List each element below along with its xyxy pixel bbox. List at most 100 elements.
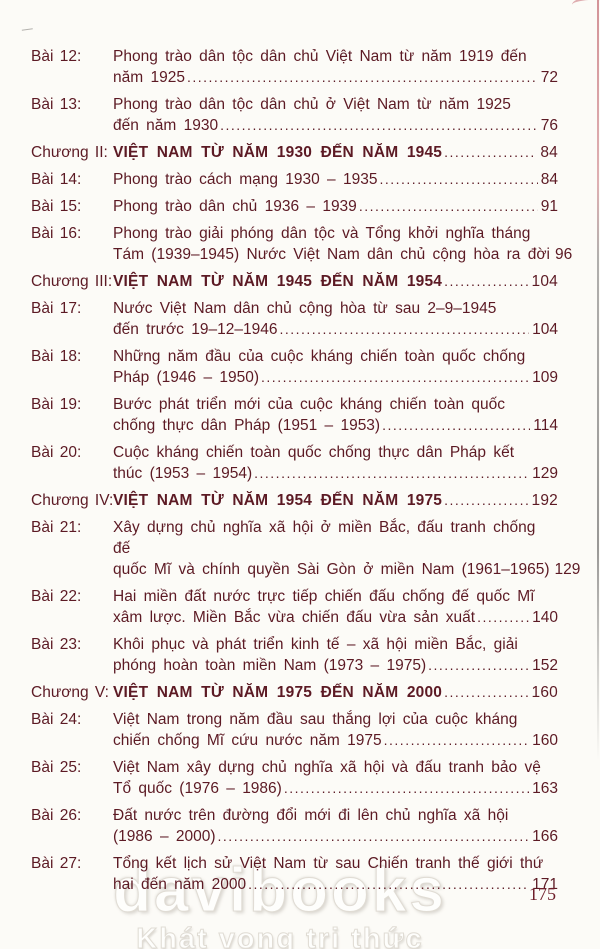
toc-entry-line: Cuộc kháng chiến toàn quốc chống thực dâ… [113,444,515,461]
toc-entry-page-number: 140 [532,609,558,626]
toc-entry-body: Nước Việt Nam dân chủ cộng hòa từ sau 2–… [113,298,558,340]
toc-entry-label: Bài 13: [31,96,82,113]
toc-entry-body: Phong trào dân tộc dân chủ ở Việt Nam từ… [113,94,558,136]
dot-leader [218,826,530,847]
dot-leader [382,415,530,436]
toc-entry-page-number: 192 [531,492,558,509]
toc-entry-label: Bài 27: [31,855,82,872]
toc-entry: Bài 15: Phong trào dân chủ 1936 – 1939 91 [31,196,558,217]
dot-leader [220,115,538,136]
toc-entry-label: Chương V: [31,684,109,701]
toc-entry-body: VIỆT NAM TỪ NĂM 1975 ĐẾN NĂM 2000 160 [113,682,558,703]
toc-entry-line: Việt Nam xây dựng chủ nghĩa xã hội và đấ… [113,759,541,776]
toc-entry-text: đến trước 19–12–1946 [113,321,278,338]
toc-entry: Bài 17: Nước Việt Nam dân chủ cộng hòa t… [31,298,558,340]
toc-entry-label: Bài 26: [31,807,82,824]
toc-entry-line: Xây dựng chủ nghĩa xã hội ở miền Bắc, đấ… [113,519,536,557]
toc-entry-line: Phong trào cách mạng 1930 – 1935 84 [113,169,558,190]
toc-entry-label: Bài 17: [31,300,82,317]
toc-entry-text: năm 1925 [113,69,185,86]
toc-entry-line: đến năm 1930 76 [113,115,558,136]
toc-entry-line: Bước phát triển mới của cuộc kháng chiến… [113,396,506,413]
toc-entry-label: Bài 19: [31,396,82,413]
toc-entry-line: VIỆT NAM TỪ NĂM 1954 ĐẾN NĂM 1975 192 [113,490,558,511]
scan-corner-artifact [571,0,600,12]
toc-entry-page-number: 84 [540,144,558,161]
toc-entry-page-number: 160 [531,684,558,701]
toc-entry-text: VIỆT NAM TỪ NĂM 1945 ĐẾN NĂM 1954 [113,273,443,290]
toc-entry-line: Tám (1939–1945) Nước Việt Nam dân chủ cộ… [113,244,572,265]
toc-entry: Bài 18: Những năm đầu của cuộc kháng chi… [31,346,558,388]
toc-entry: Bài 22: Hai miền đất nước trực tiếp chiế… [31,586,558,628]
toc-entry-text: VIỆT NAM TỪ NĂM 1954 ĐẾN NĂM 1975 [113,492,443,509]
toc-entry: Bài 12: Phong trào dân tộc dân chủ Việt … [31,46,558,88]
toc-entry-label: Bài 24: [31,711,82,728]
toc-entry-page-number: 129 [554,561,581,578]
toc-entry-line: chống thực dân Pháp (1951 – 1953) 114 [113,415,558,436]
toc-entry-line: Khôi phục và phát triển kinh tế – xã hội… [113,636,518,653]
toc-entry-text: VIỆT NAM TỪ NĂM 1975 ĐẾN NĂM 2000 [113,684,443,701]
toc-entry: Bài 25: Việt Nam xây dựng chủ nghĩa xã h… [31,757,558,799]
toc-entry-line: năm 1925 72 [113,67,558,88]
toc-entry-line: xâm lược. Miền Bắc vừa chiến đấu vừa sản… [113,607,558,628]
toc-entry-text: VIỆT NAM TỪ NĂM 1930 ĐẾN NĂM 1945 [113,144,443,161]
toc-entry-page-number: 96 [554,246,573,263]
toc-entry: Bài 16: Phong trào giải phóng dân tộc và… [31,223,572,265]
toc-entry-body: Đất nước trên đường đổi mới đi lên chủ n… [113,805,558,847]
toc-entry-page-number: 152 [532,657,558,674]
toc-entry: Bài 23: Khôi phục và phát triển kinh tế … [31,634,558,676]
scan-speck-artifact [21,28,34,34]
toc-entry-body: VIỆT NAM TỪ NĂM 1930 ĐẾN NĂM 1945 84 [113,142,558,163]
toc-entry-body: VIỆT NAM TỪ NĂM 1954 ĐẾN NĂM 1975 192 [113,490,558,511]
toc-entry-text: chống thực dân Pháp (1951 – 1953) [113,417,381,434]
toc-entry-line: thúc (1953 – 1954) 129 [113,463,558,484]
toc-entry-line: Pháp (1946 – 1950) 109 [113,367,558,388]
toc-entry-line: Phong trào dân tộc dân chủ Việt Nam từ n… [113,48,527,65]
watermark-tagline: Khát vọng tri thức [136,923,424,949]
toc-entry-page-number: 104 [532,321,558,338]
toc-entry-line: Tổng kết lịch sử Việt Nam từ sau Chiến t… [113,855,544,872]
toc-entry-label: Bài 12: [31,48,82,65]
toc-entry-label: Bài 15: [31,198,82,215]
toc-entry-line: quốc Mĩ và chính quyền Sài Gòn ở miền Na… [113,559,580,580]
toc-entry-page-number: 129 [532,465,558,482]
toc-entry-line: Nước Việt Nam dân chủ cộng hòa từ sau 2–… [113,300,497,317]
toc-entry-text: phóng hoàn toàn miền Nam (1973 – 1975) [113,657,427,674]
dot-leader [359,196,538,217]
dot-leader [379,169,537,190]
dot-leader [284,778,529,799]
toc-entry-body: Việt Nam xây dựng chủ nghĩa xã hội và đấ… [113,757,558,799]
toc-entry-label: Bài 21: [31,519,82,536]
toc-entry-body: Tổng kết lịch sử Việt Nam từ sau Chiến t… [113,853,558,895]
toc-entry-body: Bước phát triển mới của cuộc kháng chiến… [113,394,558,436]
scan-edge-artifact [597,0,599,760]
toc-entry-label: Bài 23: [31,636,82,653]
toc-entry-label: Bài 18: [31,348,82,365]
dot-leader [444,142,537,163]
toc-entry-text: Pháp (1946 – 1950) [113,369,260,386]
toc-entry-label: Bài 20: [31,444,82,461]
toc-entry-line: chiến chống Mĩ cứu nước năm 1975 160 [113,730,558,751]
dot-leader [444,682,528,703]
toc-entry-text: Phong trào dân chủ 1936 – 1939 [113,198,357,215]
toc-entry: Bài 24: Việt Nam trong năm đầu sau thắng… [31,709,558,751]
toc-entry-line: VIỆT NAM TỪ NĂM 1975 ĐẾN NĂM 2000 160 [113,682,558,703]
toc-entry-page-number: 163 [532,780,558,797]
dot-leader [428,655,529,676]
toc-entry-line: Hai miền đất nước trực tiếp chiến đấu ch… [113,588,535,605]
toc-entry-body: Phong trào dân chủ 1936 – 1939 91 [113,196,558,217]
toc-list: Bài 12: Phong trào dân tộc dân chủ Việt … [31,46,580,901]
toc-entry-line: (1986 – 2000) 166 [113,826,558,847]
toc-entry-page-number: 76 [540,117,558,134]
toc-entry-body: Hai miền đất nước trực tiếp chiến đấu ch… [113,586,558,628]
toc-entry-label: Bài 14: [31,171,82,188]
toc-entry-label: Chương III: [31,273,113,290]
toc-entry-label: Bài 25: [31,759,82,776]
toc-entry-page-number: 91 [540,198,558,215]
toc-entry-body: Xây dựng chủ nghĩa xã hội ở miền Bắc, đấ… [113,517,580,580]
toc-entry-page-number: 171 [532,876,558,893]
toc-entry-body: VIỆT NAM TỪ NĂM 1945 ĐẾN NĂM 1954 104 [113,271,558,292]
toc-entry-page-number: 160 [532,732,558,749]
toc-entry-page-number: 166 [532,828,558,845]
